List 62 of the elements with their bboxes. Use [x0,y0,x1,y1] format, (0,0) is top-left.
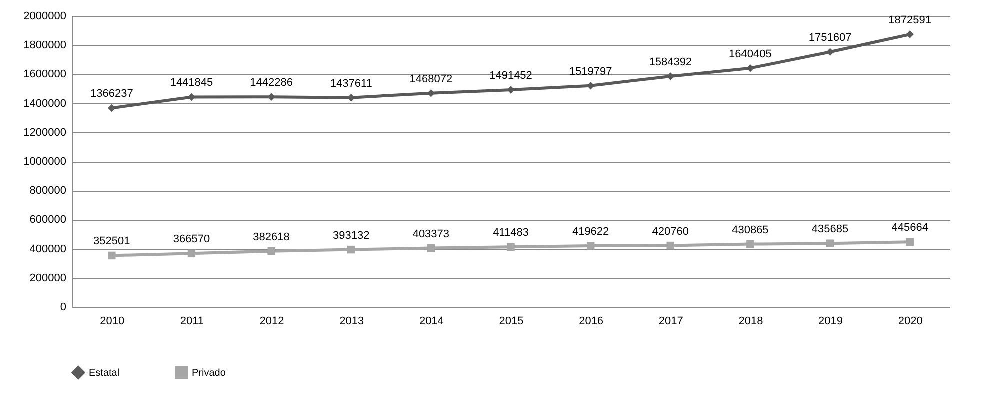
y-tick-label: 1600000 [24,68,66,81]
data-label: 1468072 [410,73,453,86]
point [108,252,116,260]
data-label: 1584392 [649,56,692,68]
x-tick-label: 2013 [340,316,364,328]
y-tick-label: 1400000 [24,98,66,110]
x-tick-label: 2011 [180,316,204,328]
y-tick-label: 0 [60,302,66,314]
data-label: 1441845 [170,77,214,90]
y-tick-label: 800000 [30,185,66,198]
data-label: 1751607 [808,32,852,44]
point [906,30,914,38]
x-tick-label: 2020 [898,316,923,328]
data-label: 403373 [412,228,450,240]
point [188,250,196,258]
x-tick-label: 2010 [100,316,125,328]
legend-label: Privado [192,368,226,379]
point [108,104,116,112]
point [826,48,834,56]
x-tick-label: 2014 [419,316,444,328]
data-label: 445664 [892,222,928,234]
x-tick-label: 2012 [260,316,284,328]
y-tick-label: 1800000 [24,40,66,52]
x-tick-label: 2016 [579,316,604,328]
x-tick-label: 2018 [738,316,764,328]
data-label: 352501 [94,236,130,248]
data-label: 1640405 [729,48,772,60]
point [906,238,914,246]
point [507,86,515,94]
point [347,246,356,254]
data-label: 1519797 [569,66,612,78]
y-tick-label: 400000 [30,243,66,256]
y-tick-label: 200000 [30,272,66,284]
data-label: 435685 [812,224,849,236]
data-label: 382618 [253,231,290,244]
data-label: 419622 [572,226,610,238]
data-label: 1872591 [888,14,932,27]
data-label: 393132 [333,230,370,242]
x-tick-label: 2015 [499,316,524,328]
y-tick-label: 1000000 [24,156,66,168]
point [826,240,834,248]
data-label: 411483 [493,227,529,240]
data-label: 1442286 [250,77,293,90]
point [586,242,595,250]
data-label: 366570 [173,234,210,246]
point [746,64,754,72]
x-tick-label: 2017 [658,316,684,328]
point [746,240,754,248]
y-tick-label: 600000 [30,214,66,226]
data-label: 1491452 [490,70,532,82]
data-label: 1437611 [330,78,372,90]
legend-label: Estatal [89,368,120,379]
y-tick-label: 1200000 [24,126,66,139]
data-label: 1366237 [90,88,134,100]
data-label: 430865 [732,224,769,236]
point [427,244,436,252]
point [666,242,675,250]
point [268,247,276,256]
point [507,243,515,251]
y-tick-label: 2000000 [24,10,66,22]
x-tick-label: 2019 [818,316,844,328]
data-label: 420760 [652,226,689,238]
